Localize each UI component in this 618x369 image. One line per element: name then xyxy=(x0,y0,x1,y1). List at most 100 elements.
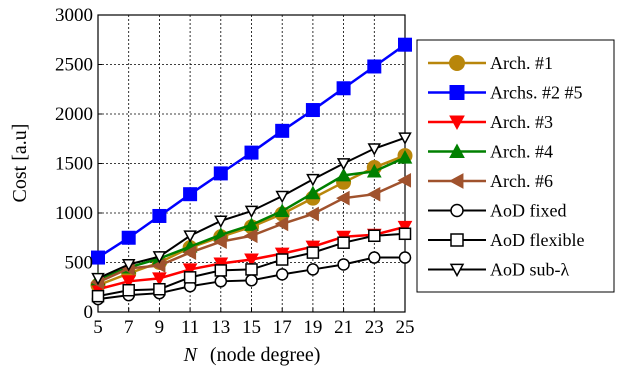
data-point xyxy=(397,220,413,235)
x-tick-label: 7 xyxy=(124,317,134,338)
data-point xyxy=(398,227,412,241)
data-point xyxy=(153,282,166,296)
data-point xyxy=(121,259,136,272)
y-tick-label: 2000 xyxy=(55,104,93,125)
data-point xyxy=(336,167,351,182)
data-point xyxy=(274,216,289,232)
data-point xyxy=(91,289,105,303)
legend-item: AoD fixed xyxy=(428,201,566,221)
series-3 xyxy=(90,220,413,297)
y-tick-label: 500 xyxy=(65,253,94,274)
legend-item: Arch. #6 xyxy=(428,171,553,191)
data-point xyxy=(152,251,167,264)
data-point xyxy=(245,274,258,287)
data-point xyxy=(244,205,259,219)
legend-label: AoD flexible xyxy=(490,230,584,250)
data-point xyxy=(337,236,350,249)
data-point xyxy=(121,275,137,289)
data-point xyxy=(214,275,228,288)
data-point xyxy=(336,81,351,96)
legend-label: Arch. #1 xyxy=(490,53,553,73)
x-axis-description: (node degree) xyxy=(210,344,321,366)
series-8 xyxy=(91,132,412,286)
legend-marker xyxy=(450,233,464,247)
data-point xyxy=(214,264,228,277)
x-tick-label: 5 xyxy=(93,317,103,338)
x-tick-label: 17 xyxy=(273,317,292,338)
data-point xyxy=(244,253,259,268)
x-tick-label: 19 xyxy=(303,317,322,338)
data-point xyxy=(398,37,412,52)
legend-item: AoD sub-λ xyxy=(428,260,569,280)
data-point xyxy=(91,250,105,265)
legend-label: Archs. #2 #5 xyxy=(490,83,583,103)
legend-marker xyxy=(449,55,465,71)
series-layer xyxy=(90,37,413,306)
series-2 xyxy=(91,37,412,265)
data-point xyxy=(122,283,135,297)
data-point xyxy=(245,263,258,276)
data-point xyxy=(183,230,197,243)
data-point xyxy=(366,186,381,202)
data-point xyxy=(183,271,197,284)
data-point xyxy=(213,257,229,272)
x-tick-label: 13 xyxy=(211,317,230,338)
x-tick-label: 23 xyxy=(365,317,384,338)
data-point xyxy=(183,187,198,202)
legend-box xyxy=(416,39,615,293)
legend-label: AoD sub-λ xyxy=(490,260,569,280)
legend-marker xyxy=(449,115,465,131)
data-point xyxy=(213,234,227,250)
data-point xyxy=(397,150,413,164)
data-point xyxy=(182,245,197,260)
data-point xyxy=(91,272,105,286)
data-point xyxy=(152,208,167,223)
legend-item: Archs. #2 #5 xyxy=(428,83,583,103)
legend-item: Arch. #4 xyxy=(428,142,553,162)
data-point xyxy=(368,251,381,264)
data-point xyxy=(244,145,259,160)
data-point xyxy=(275,190,289,204)
data-point xyxy=(306,263,320,276)
data-point xyxy=(305,185,321,200)
legend-label: AoD fixed xyxy=(490,201,566,221)
data-point xyxy=(121,230,136,245)
legend-item: Arch. #3 xyxy=(428,112,553,132)
legend-marker xyxy=(449,85,465,100)
data-point xyxy=(275,268,289,281)
legend-label: Arch. #4 xyxy=(490,142,553,162)
legend-label: Arch. #3 xyxy=(490,112,553,132)
data-point xyxy=(243,228,258,244)
tick-labels: 5 7 9 11 13 15 17 19 21 23 25 0 500 1000 1500 2000 2500 3… xyxy=(55,5,415,338)
data-point xyxy=(275,253,289,266)
data-point xyxy=(214,215,228,228)
data-point xyxy=(274,203,290,218)
series-7 xyxy=(91,227,412,303)
x-tick-label: 9 xyxy=(155,317,165,338)
data-point xyxy=(366,163,382,178)
y-tick-label: 2500 xyxy=(55,55,93,76)
legend-marker xyxy=(449,263,465,278)
data-point xyxy=(368,229,381,243)
data-point xyxy=(367,143,382,156)
data-point xyxy=(182,263,198,277)
y-tick-label: 0 xyxy=(84,302,94,323)
x-tick-label: 11 xyxy=(181,317,199,338)
legend-marker xyxy=(449,143,465,158)
data-point xyxy=(336,158,351,171)
x-tick-label: 25 xyxy=(396,317,415,338)
data-point xyxy=(397,172,412,188)
y-tick-label: 1000 xyxy=(55,203,93,224)
x-tick-label: 15 xyxy=(242,317,261,338)
data-point xyxy=(152,272,167,286)
x-axis-variable: N xyxy=(183,344,199,366)
data-point xyxy=(306,246,320,259)
legend-item: Arch. #1 xyxy=(428,53,553,73)
x-tick-label: 21 xyxy=(334,317,353,338)
data-point xyxy=(398,132,412,145)
legend-marker xyxy=(448,173,464,189)
data-point xyxy=(305,206,319,222)
data-point xyxy=(275,123,290,138)
y-axis-title: Cost [a.u] xyxy=(9,124,31,203)
y-tick-label: 1500 xyxy=(55,154,93,175)
